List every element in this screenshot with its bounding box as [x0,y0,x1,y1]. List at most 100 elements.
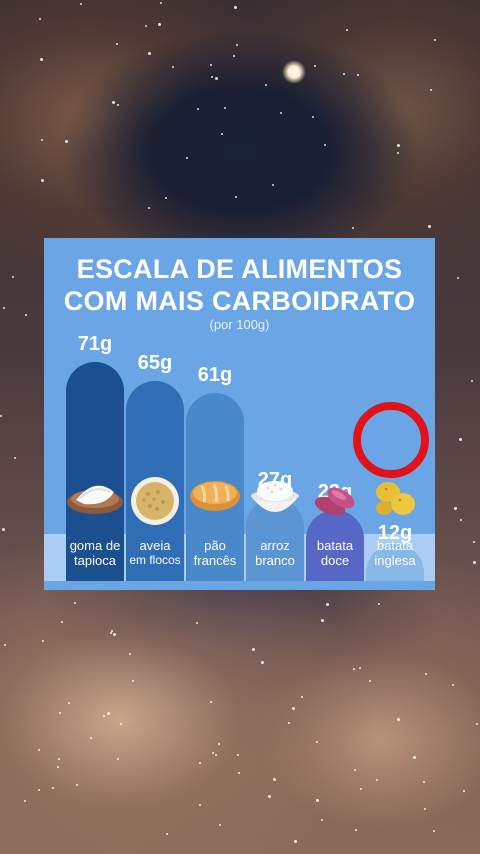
star-dot [212,751,215,754]
star-dot [396,151,399,154]
star-dot [325,602,329,606]
star-dot [397,718,401,722]
star-dot [160,2,163,5]
bar-0 [66,362,124,581]
star-dot [433,829,436,832]
category-label-2: pão francês [183,538,247,568]
star-dot [301,695,304,698]
star-dot [312,115,315,118]
category-label-1: aveia em flocos [123,538,187,568]
bar-4 [306,510,364,581]
star-dot [1,527,5,531]
star-dot [430,89,433,92]
star-dot [57,758,60,761]
star-dot [293,840,297,844]
category-label-line: batata [376,538,414,553]
star-dot [346,29,349,32]
star-dot [369,679,372,682]
star-dot [433,38,436,41]
star-dot [90,737,93,740]
category-label-line: aveia [139,538,171,553]
sweet-potato-icon [310,480,360,524]
category-label-line: batata [316,538,354,553]
category-label-line: arroz [260,538,290,553]
star-dot [67,701,70,704]
star-dot [52,787,55,790]
star-dot [265,83,268,86]
category-label-line: inglesa [374,553,416,568]
star-dot [291,707,295,711]
star-dot [453,507,457,511]
star-dot [272,778,276,782]
star-dot [198,803,201,806]
star-dot [79,2,82,5]
category-label-line: em flocos [129,553,181,567]
star-dot [113,633,117,637]
star-dot [252,648,256,652]
star-dot [462,789,465,792]
star-dot [224,106,227,109]
star-dot [145,25,148,28]
star-dot [238,772,241,775]
star-dot [37,748,40,751]
highlight-circle [353,402,429,478]
star-dot [148,52,152,56]
category-label-4: batata doce [303,538,367,568]
star-dot [236,753,239,756]
category-label-3: arroz branco [243,538,307,568]
star-dot [11,275,14,278]
star-glow [282,60,306,84]
category-label-line: doce [320,553,350,568]
star-dot [233,54,236,57]
star-dot [4,644,7,647]
star-dot [352,227,355,230]
star-dot [110,632,113,635]
star-dot [261,661,265,665]
star-dot [131,680,134,683]
star-dot [185,156,188,159]
star-dot [315,798,319,802]
value-label-0: 71g [77,333,113,355]
star-dot [210,76,213,79]
star-dot [197,108,200,111]
star-dot [73,602,76,605]
star-dot [112,100,116,104]
star-dot [40,138,43,141]
bread-icon [188,474,242,518]
star-dot [41,179,45,183]
star-dot [357,73,360,76]
category-label-line: goma de [69,538,121,553]
star-dot [106,712,110,716]
category-label-line: branco [255,553,295,568]
star-dot [473,541,476,544]
star-dot [321,619,325,623]
chart-card: ESCALA DE ALIMENTOS COM MAIS CARBOIDRATO… [44,238,435,590]
star-dot [116,757,119,760]
star-dot [452,683,455,686]
star-dot [288,722,291,725]
star-dot [111,630,114,633]
category-label-5: batata inglesa [363,538,427,568]
value-label-5: 12g [377,521,413,544]
star-dot [42,640,45,643]
star-dot [60,620,63,623]
star-dot [158,23,162,27]
star-dot [354,768,357,771]
star-dot [59,712,62,715]
star-dot [171,65,174,68]
category-label-line: francês [193,553,237,568]
potato-icon [372,478,418,522]
star-dot [215,754,218,757]
star-dot [423,807,426,810]
star-dot [117,103,120,106]
star-dot [360,787,363,790]
star-dot [221,133,224,136]
star-dot [119,722,122,725]
star-dot [397,143,400,147]
star-dot [210,64,213,67]
star-dot [196,622,199,625]
category-label-line: tapioca [74,553,116,568]
star-dot [116,43,119,46]
star-dot [165,832,168,835]
star-dot [218,743,221,746]
